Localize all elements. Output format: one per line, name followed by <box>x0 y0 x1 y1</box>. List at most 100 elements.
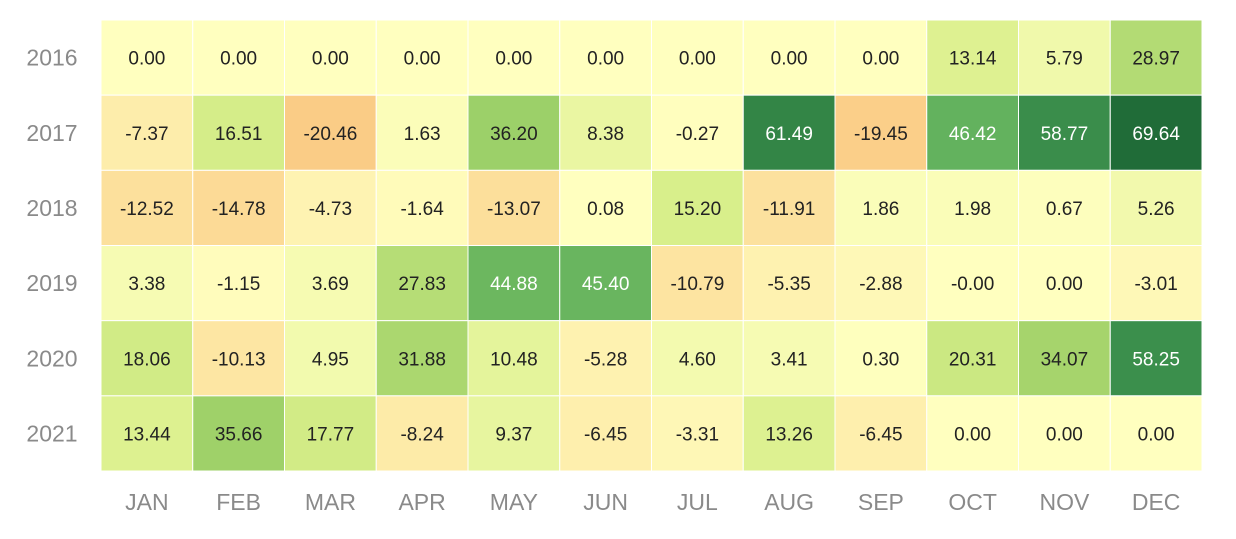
heatmap-cell-label: 46.42 <box>949 124 997 145</box>
heatmap-cell <box>834 94 928 171</box>
heatmap-cell <box>834 395 928 472</box>
heatmap-cell-label: -8.24 <box>400 424 444 445</box>
heatmap-cell <box>467 320 561 397</box>
heatmap-cell-label: 34.07 <box>1041 349 1089 370</box>
heatmap-cell <box>100 19 194 96</box>
heatmap-cell-label: 45.40 <box>582 274 630 295</box>
heatmap-cell-label: 3.69 <box>312 274 349 295</box>
heatmap-cell-label: 0.00 <box>1138 424 1175 445</box>
heatmap-cell <box>192 19 285 96</box>
x-tick-label: SEP <box>858 489 904 515</box>
heatmap-cell-label: 13.14 <box>949 49 997 70</box>
heatmap-cell-label: 3.38 <box>128 274 165 295</box>
heatmap-cell <box>834 320 928 397</box>
heatmap-cell <box>651 169 744 247</box>
x-tick-label: NOV <box>1039 489 1090 515</box>
y-tick-label: 2016 <box>26 45 77 71</box>
heatmap-cell <box>467 169 561 247</box>
heatmap-cell-label: 3.41 <box>771 349 808 370</box>
heatmap-cell <box>742 395 836 472</box>
heatmap-cell <box>559 94 652 171</box>
heatmap-cell-label: 1.63 <box>404 124 441 145</box>
heatmap-cell <box>375 169 469 247</box>
heatmap-cell-label: 18.06 <box>123 349 171 370</box>
heatmap-cell-label: 15.20 <box>674 199 722 220</box>
heatmap-cell-label: 27.83 <box>398 274 446 295</box>
x-axis-tick-labels: JAN FEB MAR APR MAY JUN JUL AUG SEP OCT NOV DEC <box>125 489 1180 515</box>
heatmap-cell <box>100 245 194 322</box>
heatmap-cell-label: 4.60 <box>679 349 716 370</box>
heatmap-cell <box>1018 245 1111 322</box>
heatmap-cell-label: -0.27 <box>676 124 719 145</box>
heatmap-cell <box>1018 169 1111 247</box>
heatmap-cell-label: 58.77 <box>1041 124 1089 145</box>
y-tick-label: 2020 <box>26 345 77 371</box>
heatmap-cell-label: 0.00 <box>495 49 532 70</box>
x-tick-label: FEB <box>216 489 261 515</box>
heatmap-cell-label: 61.49 <box>765 124 813 145</box>
heatmap-cell <box>742 94 836 171</box>
heatmap-cell-label: 0.30 <box>862 349 899 370</box>
heatmap-cell-label: 58.25 <box>1132 349 1180 370</box>
heatmap-cell-label: 44.88 <box>490 274 538 295</box>
heatmap-cell-label: 31.88 <box>398 349 446 370</box>
x-tick-label: MAY <box>490 489 538 515</box>
heatmap-cell <box>651 395 744 472</box>
heatmap-cell-label: 4.95 <box>312 349 349 370</box>
y-tick-label: 2019 <box>26 270 77 296</box>
heatmap-cell-label: 5.79 <box>1046 49 1083 70</box>
heatmap-cell <box>284 169 377 247</box>
x-tick-label: APR <box>398 489 445 515</box>
heatmap-cell-label: 0.00 <box>862 49 899 70</box>
heatmap-cell-label: -7.37 <box>125 124 168 145</box>
heatmap-cell-label: 1.98 <box>954 199 991 220</box>
heatmap-cell <box>100 94 194 171</box>
heatmap-cell-label: 13.44 <box>123 424 171 445</box>
y-tick-label: 2018 <box>26 195 77 221</box>
heatmap-cell <box>467 19 561 96</box>
heatmap-cell <box>375 245 469 322</box>
heatmap-cell-label: 0.00 <box>312 49 349 70</box>
heatmap-cell-label: 9.37 <box>495 424 532 445</box>
heatmap-cell <box>926 395 1019 472</box>
heatmap-cell-label: -5.35 <box>767 274 810 295</box>
heatmap-cell-label: 5.26 <box>1138 199 1175 220</box>
heatmap-cell-label: 0.67 <box>1046 199 1083 220</box>
heatmap-cell <box>192 320 285 397</box>
heatmap-cell-label: 0.00 <box>128 49 165 70</box>
heatmap-cell-label: -5.28 <box>584 349 627 370</box>
heatmap-cell <box>1109 395 1203 472</box>
x-tick-label: AUG <box>764 489 814 515</box>
heatmap-cell-label: 10.48 <box>490 349 538 370</box>
heatmap-cell-label: -6.45 <box>859 424 902 445</box>
y-tick-label: 2021 <box>26 420 77 446</box>
heatmap-cell <box>1109 19 1203 96</box>
heatmap-cell <box>284 245 377 322</box>
heatmap-cell-label: 36.20 <box>490 124 538 145</box>
heatmap-cell-label: -6.45 <box>584 424 627 445</box>
heatmap-cell-label: 0.00 <box>771 49 808 70</box>
heatmap-cell <box>100 169 194 247</box>
heatmap-cell-label: 0.00 <box>1046 274 1083 295</box>
heatmap-cell <box>100 395 194 472</box>
heatmap-cell-label: -19.45 <box>854 124 908 145</box>
heatmap-cell-label: 17.77 <box>307 424 355 445</box>
heatmap-cell <box>651 245 744 322</box>
heatmap-cell <box>1018 320 1111 397</box>
heatmap-cell-labels: 0.00 0.00 0.00 0.00 0.00 0.00 0.00 0.00 0.00 13.1… <box>120 49 1180 446</box>
heatmap-cell <box>192 94 285 171</box>
heatmap-cell <box>926 245 1019 322</box>
heatmap-cell-label: 20.31 <box>949 349 997 370</box>
heatmap-cell <box>375 395 469 472</box>
heatmap-cells <box>100 19 1203 472</box>
heatmap-cell <box>1018 395 1111 472</box>
heatmap-cell-label: -13.07 <box>487 199 541 220</box>
heatmap-cell-label: 16.51 <box>215 124 263 145</box>
heatmap-cell <box>742 19 836 96</box>
heatmap-cell-label: -0.00 <box>951 274 994 295</box>
heatmap-cell-label: -12.52 <box>120 199 174 220</box>
heatmap-cell <box>1109 245 1203 322</box>
heatmap-cell-label: 0.00 <box>587 49 624 70</box>
heatmap-cell <box>651 94 744 171</box>
